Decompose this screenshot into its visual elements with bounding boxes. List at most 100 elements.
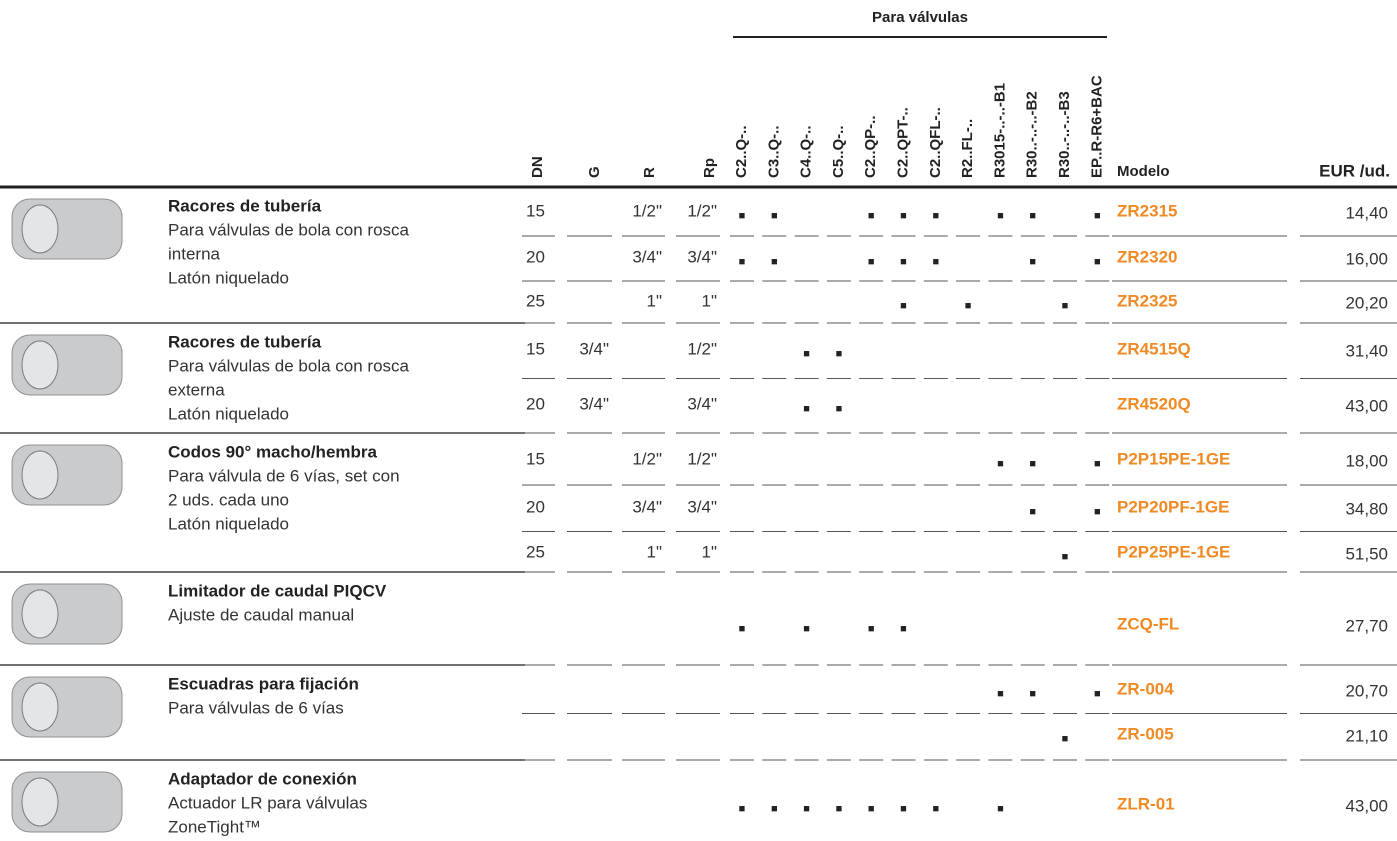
cell-r: 1" bbox=[647, 291, 663, 310]
valve-mark: ■ bbox=[1094, 256, 1101, 268]
valve-mark: ■ bbox=[1062, 733, 1069, 745]
valve-mark: ■ bbox=[1029, 506, 1036, 518]
price: 14,40 bbox=[1345, 203, 1388, 222]
cell-dn: 15 bbox=[526, 201, 545, 220]
column-header: G bbox=[586, 166, 603, 178]
description-line: Para válvulas de 6 vías bbox=[168, 698, 344, 717]
model: ZR2315 bbox=[1117, 201, 1177, 220]
valve-mark: ■ bbox=[868, 623, 875, 635]
price: 18,00 bbox=[1345, 451, 1388, 470]
valve-mark: ■ bbox=[771, 210, 778, 222]
column-header: DN bbox=[529, 156, 546, 178]
model: ZR2320 bbox=[1117, 247, 1177, 266]
price: 31,40 bbox=[1345, 341, 1388, 360]
description-line: Latón niquelado bbox=[168, 404, 289, 423]
valve-mark: ■ bbox=[836, 403, 843, 415]
price: 21,10 bbox=[1345, 726, 1388, 745]
cell-rp: 1" bbox=[702, 542, 718, 561]
valve-mark: ■ bbox=[997, 210, 1004, 222]
description-line: externa bbox=[168, 380, 225, 399]
model: ZR-004 bbox=[1117, 679, 1174, 698]
cell-g: 3/4" bbox=[579, 394, 609, 413]
cell-dn: 20 bbox=[526, 497, 545, 516]
valve-mark: ■ bbox=[771, 803, 778, 815]
model: ZCQ-FL bbox=[1117, 614, 1179, 633]
model: ZR4515Q bbox=[1117, 339, 1191, 358]
model: P2P25PE-1GE bbox=[1117, 542, 1230, 561]
cell-dn: 15 bbox=[526, 339, 545, 358]
valve-mark: ■ bbox=[868, 210, 875, 222]
valve-mark: ■ bbox=[739, 623, 746, 635]
valve-mark: ■ bbox=[1029, 256, 1036, 268]
valve-column-header: EP..R-R6+BAC bbox=[1088, 75, 1105, 178]
valve-column-header: C2..QPT-.. bbox=[894, 107, 911, 178]
valve-mark: ■ bbox=[1029, 210, 1036, 222]
description-line: Latón niquelado bbox=[168, 268, 289, 287]
valve-mark: ■ bbox=[997, 688, 1004, 700]
cell-rp: 1/2" bbox=[687, 339, 717, 358]
description-line: Para válvulas de bola con rosca bbox=[168, 220, 410, 239]
valve-mark: ■ bbox=[803, 623, 810, 635]
valve-mark: ■ bbox=[1094, 210, 1101, 222]
valve-column-header: C2..Q-.. bbox=[733, 125, 750, 178]
description-line: Latón niquelado bbox=[168, 514, 289, 533]
valve-column-header: R30..-..-..-B3 bbox=[1056, 91, 1073, 178]
cell-dn: 25 bbox=[526, 291, 545, 310]
model: ZR4520Q bbox=[1117, 394, 1191, 413]
valve-mark: ■ bbox=[932, 256, 939, 268]
cell-r: 3/4" bbox=[632, 247, 662, 266]
valve-mark: ■ bbox=[1094, 458, 1101, 470]
valve-mark: ■ bbox=[1062, 551, 1069, 563]
description-line: interna bbox=[168, 244, 221, 263]
valve-mark: ■ bbox=[803, 403, 810, 415]
product-image-detail bbox=[21, 450, 59, 500]
valve-mark: ■ bbox=[900, 210, 907, 222]
description-line: Racores de tubería bbox=[168, 332, 322, 351]
price: 20,70 bbox=[1345, 681, 1388, 700]
price-header: EUR /ud. bbox=[1319, 161, 1390, 180]
valve-column-header: R30..-..-..-B2 bbox=[1024, 91, 1041, 178]
description-line: Ajuste de caudal manual bbox=[168, 605, 354, 624]
description-line: 2 uds. cada uno bbox=[168, 490, 289, 509]
price: 16,00 bbox=[1345, 249, 1388, 268]
cell-r: 3/4" bbox=[632, 497, 662, 516]
cell-g: 3/4" bbox=[579, 339, 609, 358]
valve-mark: ■ bbox=[868, 256, 875, 268]
valve-mark: ■ bbox=[1062, 300, 1069, 312]
cell-rp: 3/4" bbox=[687, 394, 717, 413]
cell-rp: 1/2" bbox=[687, 201, 717, 220]
description-line: Adaptador de conexión bbox=[168, 769, 357, 788]
valve-mark: ■ bbox=[739, 803, 746, 815]
valve-column-header: C4..Q-.. bbox=[798, 125, 815, 178]
description-line: Para válvula de 6 vías, set con bbox=[168, 466, 400, 485]
cell-r: 1/2" bbox=[632, 201, 662, 220]
description-line: Racores de tubería bbox=[168, 196, 322, 215]
valve-mark: ■ bbox=[1094, 688, 1101, 700]
model: ZR2325 bbox=[1117, 291, 1177, 310]
valve-mark: ■ bbox=[739, 210, 746, 222]
model: P2P15PE-1GE bbox=[1117, 449, 1230, 468]
description-line: Actuador LR para válvulas bbox=[168, 793, 367, 812]
price: 27,70 bbox=[1345, 616, 1388, 635]
valve-mark: ■ bbox=[836, 803, 843, 815]
price: 34,80 bbox=[1345, 499, 1388, 518]
price: 51,50 bbox=[1345, 544, 1388, 563]
cell-dn: 20 bbox=[526, 247, 545, 266]
model-header: Modelo bbox=[1117, 163, 1170, 180]
valve-mark: ■ bbox=[900, 300, 907, 312]
column-header: Rp bbox=[701, 158, 718, 178]
valve-column-header: C3..Q-.. bbox=[765, 125, 782, 178]
valve-column-header: C5..Q-.. bbox=[830, 125, 847, 178]
valve-mark: ■ bbox=[803, 348, 810, 360]
valve-mark: ■ bbox=[997, 458, 1004, 470]
description-line: ZoneTight™ bbox=[168, 817, 261, 836]
group-title: Para válvulas bbox=[872, 9, 968, 26]
valve-mark: ■ bbox=[1029, 688, 1036, 700]
cell-rp: 3/4" bbox=[687, 497, 717, 516]
valve-mark: ■ bbox=[868, 803, 875, 815]
cell-r: 1" bbox=[647, 542, 663, 561]
valve-mark: ■ bbox=[997, 803, 1004, 815]
valve-mark: ■ bbox=[771, 256, 778, 268]
cell-rp: 3/4" bbox=[687, 247, 717, 266]
